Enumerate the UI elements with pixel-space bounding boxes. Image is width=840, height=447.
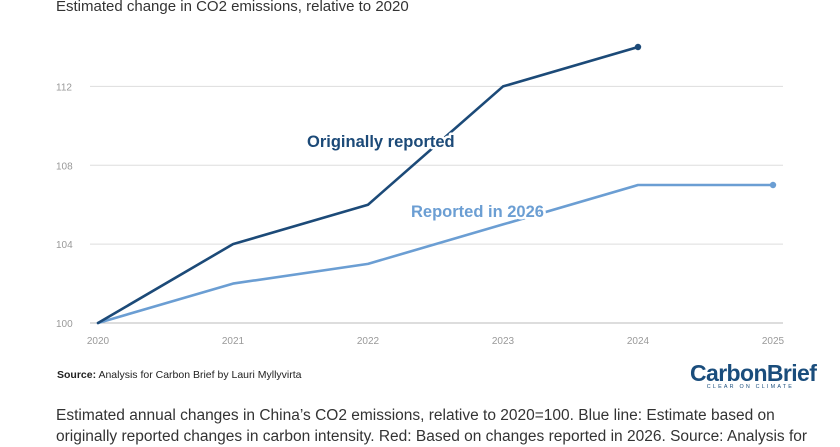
y-axis-ticks: 100 104 108 112 (56, 82, 73, 330)
chart-subtitle: Estimated change in CO2 emissions, relat… (56, 0, 409, 15)
series-line-reported-in-2026 (96, 183, 775, 325)
logo-wordmark: CarbonBrief (690, 360, 817, 386)
source-label: Source: (57, 369, 97, 381)
y-tick-label: 100 (56, 319, 73, 330)
series-lines (96, 43, 777, 325)
series-endpoint-reported-in-2026 (769, 181, 777, 189)
source-text: Analysis for Carbon Brief by Lauri Mylly… (98, 369, 302, 381)
y-tick-label: 108 (56, 161, 73, 172)
x-tick-label: 2025 (762, 336, 785, 347)
series-line-originally-reported (96, 45, 640, 325)
figure-caption: Estimated annual changes in China’s CO2 … (56, 407, 808, 445)
source-note: Source: Analysis for Carbon Brief by Lau… (57, 369, 302, 381)
x-tick-label: 2020 (87, 336, 110, 347)
x-tick-label: 2024 (627, 336, 650, 347)
y-tick-label: 104 (56, 240, 73, 251)
x-tick-label: 2022 (357, 336, 380, 347)
x-tick-label: 2021 (222, 336, 245, 347)
x-axis-ticks: 2020 2021 2022 2023 2024 2025 (87, 336, 785, 347)
series-label-originally-reported: Originally reported (307, 133, 455, 151)
x-tick-label: 2023 (492, 336, 515, 347)
series-label-reported-in-2026: Reported in 2026 (411, 203, 544, 221)
carbon-brief-logo: CarbonBrief CLEAR ON CLIMATE (690, 360, 817, 392)
series-endpoint-originally-reported (634, 43, 642, 51)
y-tick-label: 112 (56, 82, 72, 93)
line-chart: 100 104 108 112 2020 2021 2022 2023 2024 2025 Or… (56, 43, 785, 347)
series-labels: Originally reported Reported in 2026 (305, 131, 547, 224)
logo-tagline: CLEAR ON CLIMATE (706, 384, 794, 390)
